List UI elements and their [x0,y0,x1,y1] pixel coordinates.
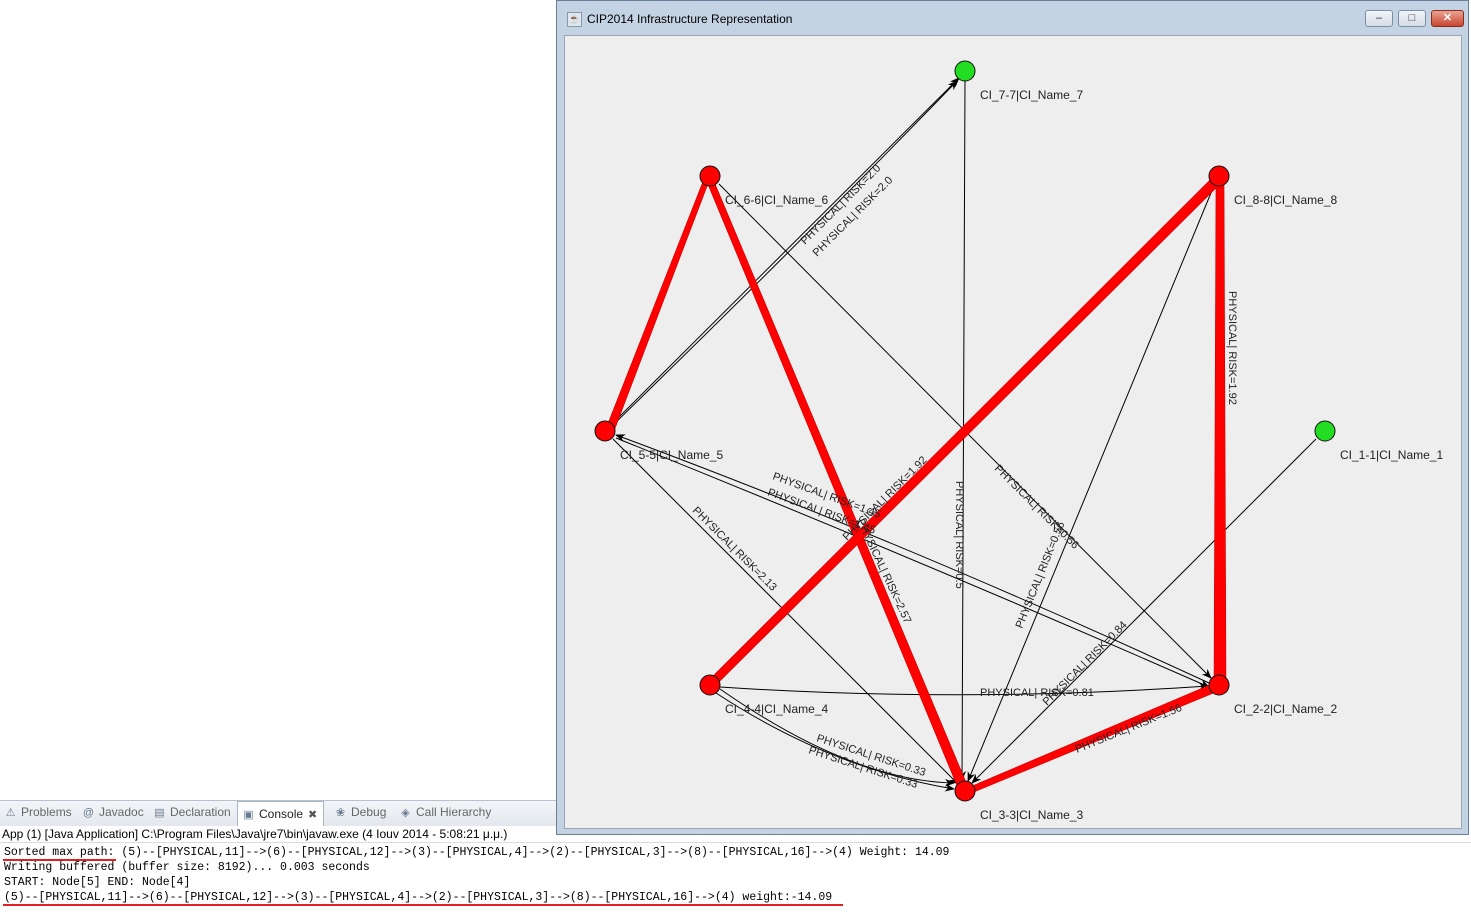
console-output[interactable]: Sorted max path: (5)--[PHYSICAL,11]-->(6… [4,845,949,905]
tab-call-hierarchy[interactable]: ◈ Call Hierarchy [399,805,491,819]
edge-label: PHYSICAL| RISK=0.56 [992,463,1081,552]
console-line: Sorted max path: (5)--[PHYSICAL,11]-->(6… [4,846,950,859]
tab-debug-label: Debug [351,805,387,819]
graph-edge [719,688,955,787]
node-label: CI_3-3|CI_Name_3 [980,808,1083,822]
path-edge-6-3 [706,178,969,789]
path-edge-8-4 [713,175,1223,682]
console-icon: ▣ [243,809,254,821]
hierarchy-icon: ◈ [401,807,410,819]
graph-node-4[interactable] [699,674,721,696]
problems-icon: ⚠ [5,807,16,819]
node-label: CI_6-6|CI_Name_6 [725,193,828,207]
console-line: Writing buffered (buffer size: 8192)... … [4,861,370,874]
edge-label: PHYSICAL| RISK=1.92 [1226,291,1238,405]
edge-label: PHYSICAL| RISK=0.5 [953,481,965,589]
node-label: CI_1-1|CI_Name_1 [1340,448,1443,462]
window-title: CIP2014 Infrastructure Representation [587,12,793,26]
highlight-underline [3,859,116,861]
graph-node-8[interactable] [1208,165,1230,187]
graph-edge [971,438,1317,784]
path-edge-2-8 [1213,181,1227,687]
node-label: CI_7-7|CI_Name_7 [980,88,1083,102]
launch-info: App (1) [Java Application] C:\Program Fi… [2,827,508,841]
highlight-underline [3,904,843,906]
tab-debug[interactable]: ❀ Debug [334,805,386,819]
tab-problems-label: Problems [21,805,72,819]
graph-edge [612,80,958,426]
edge-label: PHYSICAL| RISK=0.81 [980,687,1094,699]
graph-node-1[interactable] [1314,420,1336,442]
tab-declaration-label: Declaration [170,805,231,819]
tab-problems[interactable]: ⚠ Problems [4,805,72,819]
path-edge-5-6 [606,178,710,432]
node-label: CI_4-4|CI_Name_4 [725,702,828,716]
graph-edge [719,682,1209,696]
graph-edge [615,437,1210,688]
debug-icon: ❀ [335,807,346,819]
minimize-button[interactable]: – [1365,10,1393,27]
view-tab-bar: ⚠ Problems @ Javadoc ▤ Declaration ▣ Console… [0,800,556,826]
declaration-icon: ▤ [154,807,165,819]
graph-node-6[interactable] [699,165,721,187]
tab-console[interactable]: ▣ Console ✖ [237,801,325,826]
graph-canvas[interactable]: PHYSICAL| RISK=2.0 PHYSICAL| RISK=2.0 PH… [564,35,1462,829]
node-labels: CI_7-7|CI_Name_7 CI_6-6|CI_Name_6 CI_8-8… [620,88,1443,822]
nodes [594,60,1336,802]
tab-call-hierarchy-label: Call Hierarchy [416,805,492,819]
tab-console-label: Console [259,807,304,821]
close-button[interactable]: ✕ [1431,10,1464,27]
graph-edge [967,187,1214,782]
edge-label: PHYSICAL| RISK=2.13 [690,505,779,594]
console-line: START: Node[5] END: Node[4] [4,876,191,889]
node-label: CI_8-8|CI_Name_8 [1234,193,1337,207]
console-line: (5)--[PHYSICAL,11]-->(6)--[PHYSICAL,12]-… [4,891,833,904]
tab-javadoc[interactable]: @ Javadoc [82,805,144,819]
graph-edge [608,77,960,428]
graph-edge [615,434,1210,684]
graph-node-2[interactable] [1208,674,1230,696]
tab-javadoc-label: Javadoc [99,805,144,819]
graph-window: ☕ CIP2014 Infrastructure Representation … [556,0,1469,835]
edge-label: PHYSICAL| RISK=1.56 [1074,702,1184,756]
java-icon: ☕ [567,12,582,27]
graph-node-5[interactable] [594,420,616,442]
node-label: CI_2-2|CI_Name_2 [1234,702,1337,716]
graph-svg: PHYSICAL| RISK=2.0 PHYSICAL| RISK=2.0 PH… [594,60,1443,822]
graph-edge [715,692,955,792]
title-bar[interactable]: ☕ CIP2014 Infrastructure Representation … [557,1,1468,35]
at-icon: @ [82,807,95,819]
graph-node-7[interactable] [954,60,976,82]
close-icon[interactable]: ✖ [308,809,318,821]
divider [0,842,1471,843]
graph-node-3[interactable] [954,780,976,802]
node-label: CI_5-5|CI_Name_5 [620,448,723,462]
max-path-edges [606,175,1227,795]
tab-declaration[interactable]: ▤ Declaration [153,805,231,819]
maximize-button[interactable]: □ [1398,10,1426,27]
